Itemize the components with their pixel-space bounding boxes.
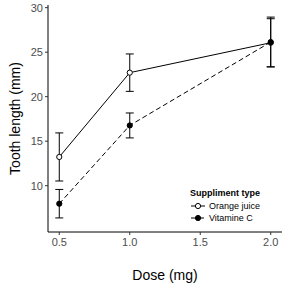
x-tick-label: 1.5 [193,236,208,248]
error-bar [126,113,134,138]
point [268,39,273,44]
legend-label: Orange juice [209,201,260,211]
background [0,0,288,288]
point [268,40,273,45]
x-tick [200,232,201,235]
y-tick [45,141,48,142]
legend-marker [195,203,200,208]
x-tick [270,232,271,235]
error-bar [55,189,63,217]
x-axis-title: Dose (mg) [132,267,197,283]
point [57,154,62,159]
legend-marker [195,215,200,220]
error-bar [126,54,134,91]
x-tick-label: 0.5 [52,236,67,248]
x-tick-label: 2.0 [263,236,278,248]
x-tick [129,232,130,235]
error-bar [267,17,275,67]
y-axis-title: Tooth length (mm) [7,62,23,175]
y-tick-label: 25 [31,46,43,58]
point [127,123,132,128]
y-axis-line [48,5,49,232]
series-line [59,43,270,157]
x-tick [59,232,60,235]
y-tick [45,52,48,53]
x-tick-label: 1.0 [122,236,137,248]
y-tick-label: 30 [31,2,43,14]
point [57,201,62,206]
error-bar [55,133,63,181]
y-tick-label: 15 [31,135,43,147]
y-tick-label: 20 [31,91,43,103]
legend-label: Vitamine C [209,213,253,223]
series-line [59,42,270,204]
plot-area [55,17,274,218]
x-axis-line [48,232,282,233]
point [127,70,132,75]
legend: Suppliment type Orange juice Vitamine C [190,188,260,223]
y-tick-label: 10 [31,180,43,192]
chart: 10 15 20 25 30 0.5 1.0 1.5 2.0 Dose (mg) Tooth len… [0,0,288,288]
y-tick [45,96,48,97]
y-tick [45,7,48,8]
legend-title: Suppliment type [190,188,260,198]
y-tick [45,185,48,186]
